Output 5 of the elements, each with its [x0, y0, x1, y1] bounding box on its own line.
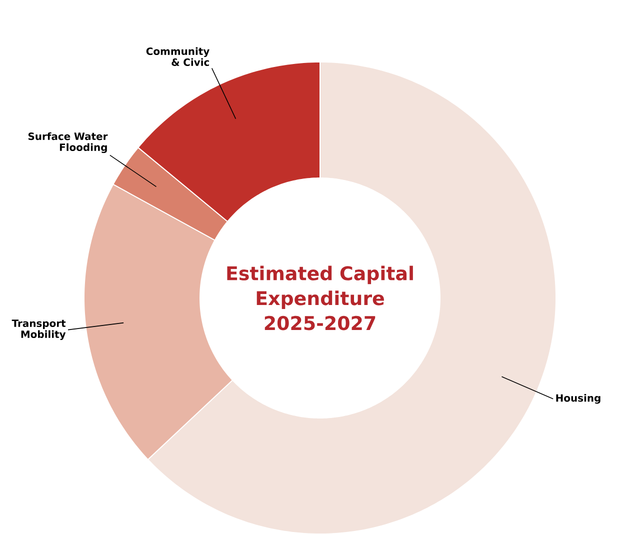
slice-label: Transport Mobility — [12, 320, 66, 340]
slice-label: Housing — [556, 394, 600, 404]
slice-label: Surface Water Flooding — [28, 132, 108, 154]
slice-label: Community & Civic — [146, 47, 210, 66]
text: Estimated Capital Expenditure 2025-2027 — [227, 266, 413, 330]
